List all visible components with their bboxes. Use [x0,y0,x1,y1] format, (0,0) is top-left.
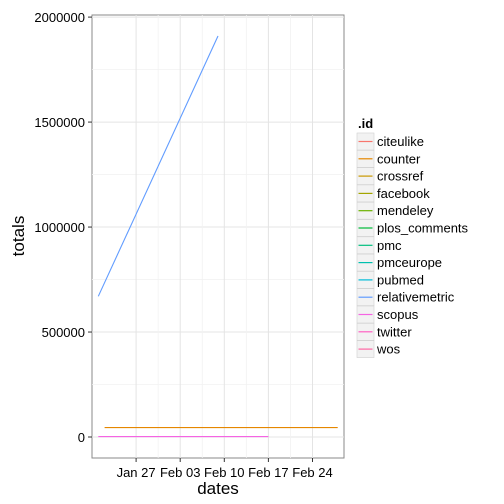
legend-label: wos [376,342,401,357]
legend-label: plos_comments [377,221,469,236]
plot-panel [91,14,345,459]
y-tick-label: 1000000 [34,220,85,235]
series-line-relativemetric [97,35,219,297]
x-tick-label: Feb 17 [248,465,288,480]
legend-label: citeulike [377,134,424,149]
y-axis-label: totals [9,216,28,257]
legend-label: relativemetric [377,290,455,305]
x-tick-label: Jan 27 [117,465,156,480]
grid [92,15,344,458]
plot-area: 0 500000 1000000 1500000 2000000 Jan 27 Feb 03… [34,10,345,480]
y-tick-label: 500000 [42,325,85,340]
legend: .id citeulike counter crossref facebook mend… [356,116,469,358]
y-tick-label: 1500000 [34,115,85,130]
legend-label: counter [377,151,421,166]
legend-label: facebook [377,186,430,201]
series-lines [97,35,338,438]
y-tick-label: 2000000 [34,10,85,25]
x-tick-label: Feb 10 [204,465,244,480]
legend-label: pmceurope [377,255,442,270]
legend-label: scopus [377,307,419,322]
x-tick-label: Feb 03 [160,465,200,480]
legend-title: .id [358,116,373,131]
legend-label: mendeley [377,203,434,218]
y-tick-label: 0 [78,430,85,445]
axes: 0 500000 1000000 1500000 2000000 Jan 27 Feb 03… [34,10,332,480]
legend-label: pubmed [377,272,424,287]
x-axis-label: dates [197,479,239,498]
x-tick-label: Feb 24 [292,465,332,480]
legend-label: crossref [377,169,424,184]
legend-label: pmc [377,238,402,253]
legend-label: twitter [377,324,412,339]
